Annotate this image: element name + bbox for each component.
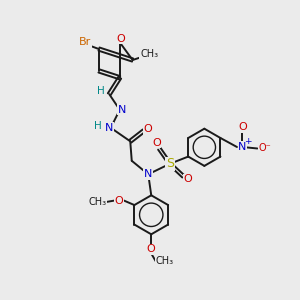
Text: O: O — [117, 34, 126, 44]
Text: O: O — [238, 122, 247, 132]
Text: O: O — [184, 174, 192, 184]
Text: O: O — [147, 244, 156, 254]
Text: H: H — [97, 86, 105, 96]
Text: N: N — [238, 142, 247, 152]
Text: N: N — [105, 123, 113, 133]
Text: CH₃: CH₃ — [155, 256, 173, 266]
Text: O: O — [114, 196, 123, 206]
Text: H: H — [94, 121, 102, 131]
Text: S: S — [166, 157, 174, 170]
Text: O⁻: O⁻ — [259, 143, 271, 154]
Text: O: O — [144, 124, 153, 134]
Text: Br: Br — [79, 37, 91, 47]
Text: CH₃: CH₃ — [140, 49, 158, 59]
Text: O: O — [152, 138, 161, 148]
Text: N: N — [118, 105, 126, 115]
Text: +: + — [244, 137, 251, 146]
Text: CH₃: CH₃ — [88, 197, 106, 207]
Text: N: N — [144, 169, 152, 179]
